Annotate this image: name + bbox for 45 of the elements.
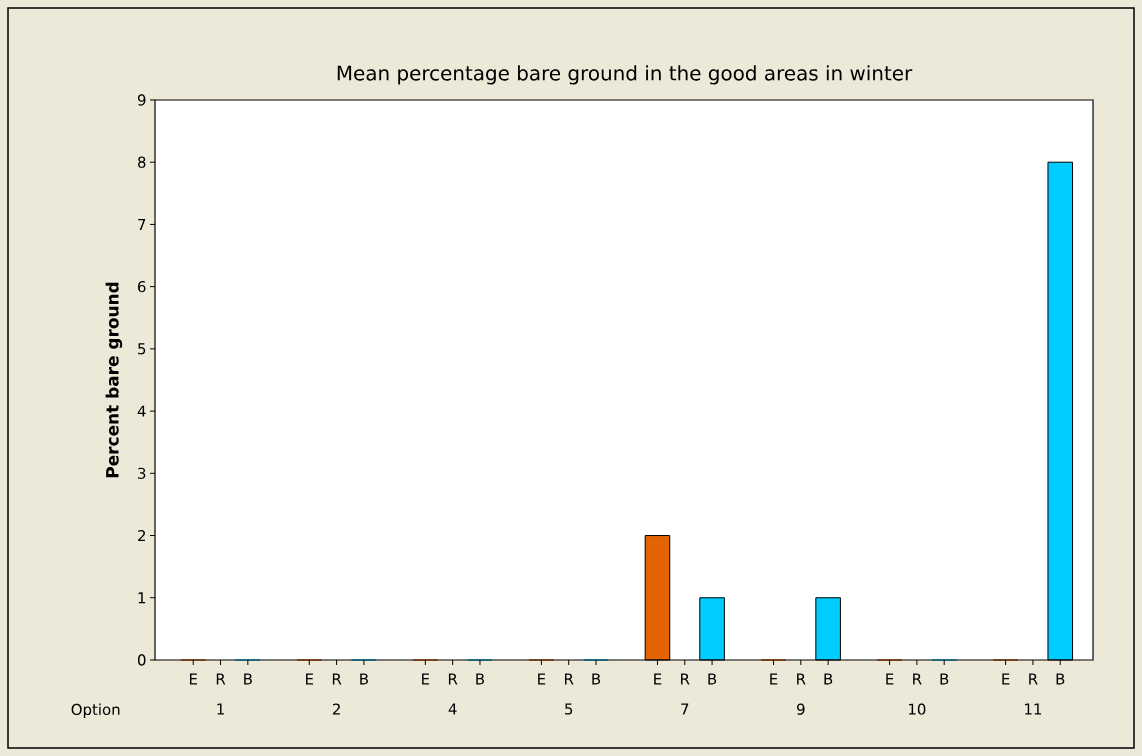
- text: E: [1002, 673, 1010, 685]
- chart-title: Mean percentage bare ground in the good areas in winter: [337, 65, 913, 85]
- text: B: [476, 673, 485, 685]
- y-axis-title: Percent bare ground: [105, 282, 123, 478]
- text: R: [564, 673, 574, 685]
- text: R: [913, 673, 922, 685]
- y-tick-label: 7: [138, 218, 146, 230]
- y-tick-label: 5: [138, 343, 146, 355]
- x-tick-label: 11: [1025, 703, 1042, 715]
- text: E: [538, 673, 546, 685]
- x-tick-label: 5: [565, 703, 573, 715]
- y-tick-label: 0: [137, 654, 146, 666]
- y-tick-label: 6: [138, 281, 146, 293]
- text: E: [422, 673, 430, 685]
- y-tick-label: 4: [137, 405, 146, 417]
- text: E: [189, 673, 197, 685]
- text: B: [824, 673, 833, 685]
- text: R: [448, 673, 458, 685]
- text: B: [244, 673, 252, 685]
- legend-label: E: [654, 673, 662, 685]
- y-tick-label: 1: [138, 592, 146, 604]
- text: R: [332, 673, 342, 685]
- text: E: [886, 673, 894, 685]
- text: B: [360, 673, 368, 685]
- text: R: [797, 673, 806, 685]
- legend-label: R: [216, 673, 226, 685]
- text: B: [1056, 673, 1065, 685]
- text: B: [592, 673, 601, 685]
- y-tick-label: 3: [138, 467, 146, 479]
- x-tick-label: 10: [909, 703, 926, 715]
- text: R: [1029, 673, 1038, 685]
- text: R: [681, 673, 690, 685]
- x-tick-label: 1: [217, 703, 224, 715]
- x-tick-label: 9: [797, 703, 805, 715]
- x-tick-label: 7: [681, 703, 689, 715]
- y-tick-label: 8: [138, 156, 146, 168]
- legend-label: B: [708, 673, 717, 685]
- text: E: [770, 673, 778, 685]
- y-tick-label: 2: [138, 529, 145, 542]
- text: E: [306, 673, 314, 685]
- x-tick-label: 2: [332, 703, 340, 715]
- x-axis-title: Option: [71, 703, 120, 718]
- text: B: [940, 673, 949, 685]
- y-tick-label: 9: [137, 94, 146, 106]
- x-tick-label: 4: [448, 703, 457, 715]
